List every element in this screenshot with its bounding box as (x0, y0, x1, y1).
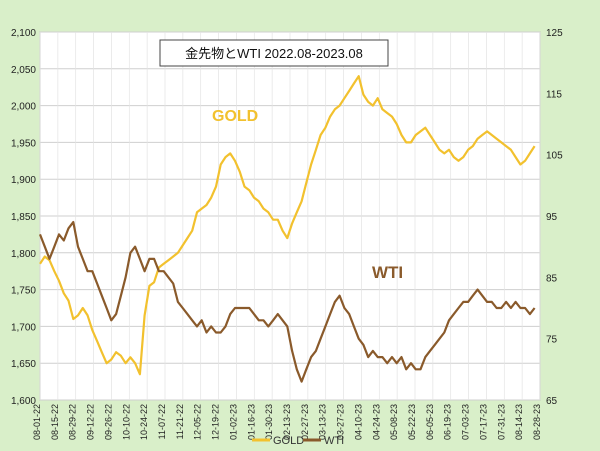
x-tick-label: 04-10-23 (353, 404, 363, 440)
x-tick-label: 04-24-23 (371, 404, 381, 440)
title-border (159, 39, 389, 67)
left-tick-label: 2,050 (11, 65, 36, 76)
x-tick-label: 06-05-23 (425, 404, 435, 440)
x-tick-label: 10-10-22 (121, 404, 131, 440)
left-tick-label: 2,000 (11, 102, 36, 113)
x-tick-label: 08-01-22 (32, 404, 42, 440)
x-tick-label: 03-27-23 (336, 404, 346, 440)
x-tick-label: 09-12-22 (86, 404, 96, 440)
x-tick-label: 12-05-22 (193, 404, 203, 440)
left-tick-label: 1,950 (11, 138, 36, 149)
x-tick-label: 08-29-22 (68, 404, 78, 440)
right-tick-label: 125 (546, 28, 563, 39)
left-tick-label: 1,800 (11, 249, 36, 260)
x-tick-label: 07-03-23 (461, 404, 471, 440)
x-tick-label: 08-28-23 (532, 404, 542, 440)
gold-annotation: GOLD (212, 108, 258, 125)
right-tick-label: 105 (546, 151, 563, 162)
x-tick-label: 01-16-23 (246, 404, 256, 440)
gold-series-line (39, 75, 536, 376)
left-tick-label: 2,100 (11, 28, 36, 39)
chart-title-box: 金先物とWTI 2022.08-2023.08 (159, 39, 389, 67)
left-tick-label: 1,600 (11, 396, 36, 407)
legend-wti-label: WTI (324, 435, 344, 447)
left-tick-label: 1,850 (11, 212, 36, 223)
legend: GOLD WTI (252, 435, 344, 447)
x-tick-label: 12-19-22 (211, 404, 221, 440)
x-tick-label: 08-14-23 (514, 404, 524, 440)
x-tick-label: 06-19-23 (443, 404, 453, 440)
left-tick-label: 1,750 (11, 286, 36, 297)
x-tick-label: 10-24-22 (139, 404, 149, 440)
legend-gold-label: GOLD (273, 435, 304, 447)
x-tick-label: 02-27-23 (300, 404, 310, 440)
right-axis-ticks: 65 75 85 95 105 115 125 (546, 28, 563, 407)
x-tick-label: 02-13-23 (282, 404, 292, 440)
wti-annotation: WTI (372, 263, 403, 282)
right-tick-label: 75 (546, 335, 558, 346)
x-tick-label: 07-17-23 (478, 404, 488, 440)
x-tick-label: 01-02-23 (228, 404, 238, 440)
x-tick-label: 11-07-22 (157, 404, 167, 439)
left-tick-label: 1,900 (11, 175, 36, 186)
x-tick-label: 03-13-23 (318, 404, 328, 440)
left-tick-label: 1,650 (11, 359, 36, 370)
left-axis-ticks: 1,600 1,650 1,700 1,750 1,800 1,850 1,900 1,950… (11, 28, 36, 407)
right-tick-label: 115 (546, 89, 562, 100)
right-tick-label: 95 (546, 212, 558, 223)
right-tick-label: 65 (546, 396, 558, 407)
gridlines (39, 31, 541, 401)
x-tick-label: 07-31-23 (496, 404, 506, 440)
left-tick-label: 1,700 (11, 322, 36, 333)
x-tick-label: 01-30-23 (264, 404, 274, 440)
x-tick-label: 05-08-23 (389, 404, 399, 440)
wti-series-line (38, 221, 536, 383)
right-tick-label: 85 (546, 273, 558, 284)
x-tick-label: 09-26-22 (103, 404, 113, 440)
x-tick-label: 08-15-22 (50, 404, 60, 440)
x-axis-ticks: 08-01-22 08-15-22 08-29-22 09-12-22 09-26-22… (32, 404, 542, 440)
x-tick-label: 05-22-23 (407, 404, 417, 440)
x-tick-label: 11-21-22 (175, 404, 185, 439)
chart-title: 金先物とWTI 2022.08-2023.08 (185, 46, 363, 61)
series-layer (38, 75, 536, 383)
